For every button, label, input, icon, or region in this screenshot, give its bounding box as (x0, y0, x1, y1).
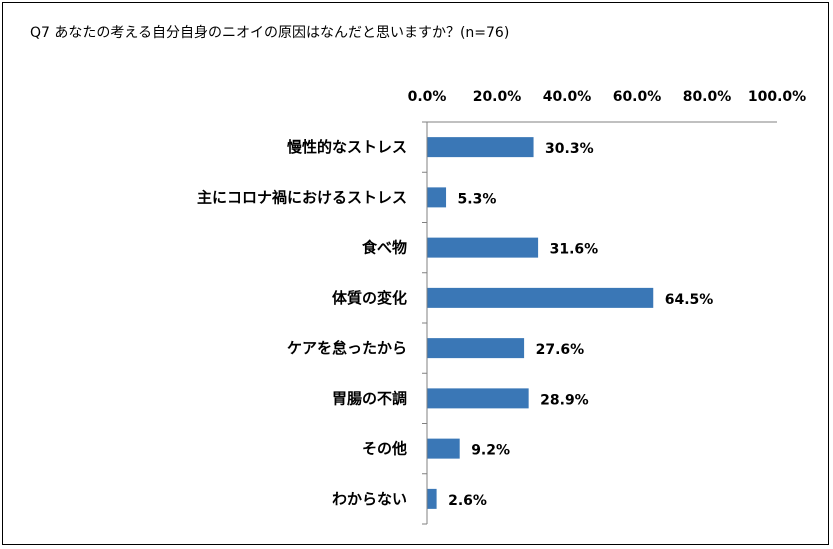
x-tick-label: 80.0% (683, 89, 732, 105)
data-label: 64.5% (665, 292, 714, 308)
category-label: 主にコロナ禍におけるストレス (197, 188, 407, 206)
category-label: 胃腸の不調 (332, 389, 407, 407)
x-tick-label: 40.0% (543, 89, 592, 105)
category-label: その他 (362, 440, 407, 458)
category-label: 食べ物 (362, 239, 407, 257)
data-label: 30.3% (545, 141, 594, 157)
data-label: 31.6% (550, 242, 599, 258)
bar (427, 287, 654, 308)
x-tick-label: 60.0% (613, 89, 662, 105)
data-label: 5.3% (458, 191, 497, 207)
x-tick-label: 100.0% (748, 89, 806, 105)
bar (427, 187, 447, 208)
bar (427, 237, 539, 258)
bar (427, 438, 460, 459)
chart-title: Q7 あなたの考える自分自身のニオイの原因はなんだと思いますか？(n=76) (30, 25, 510, 41)
data-label: 2.6% (448, 493, 487, 509)
category-label: ケアを怠ったから (287, 339, 407, 357)
x-tick-label: 20.0% (473, 89, 522, 105)
bar (427, 388, 529, 409)
bar (427, 137, 534, 158)
category-label: わからない (332, 490, 407, 508)
x-tick-label: 0.0% (408, 89, 447, 105)
category-label: 慢性的なストレス (287, 138, 407, 156)
data-label: 9.2% (471, 443, 510, 459)
category-label: 体質の変化 (332, 289, 407, 307)
bar (427, 338, 525, 359)
bar (427, 488, 437, 509)
data-label: 27.6% (536, 342, 585, 358)
data-label: 28.9% (540, 392, 589, 408)
